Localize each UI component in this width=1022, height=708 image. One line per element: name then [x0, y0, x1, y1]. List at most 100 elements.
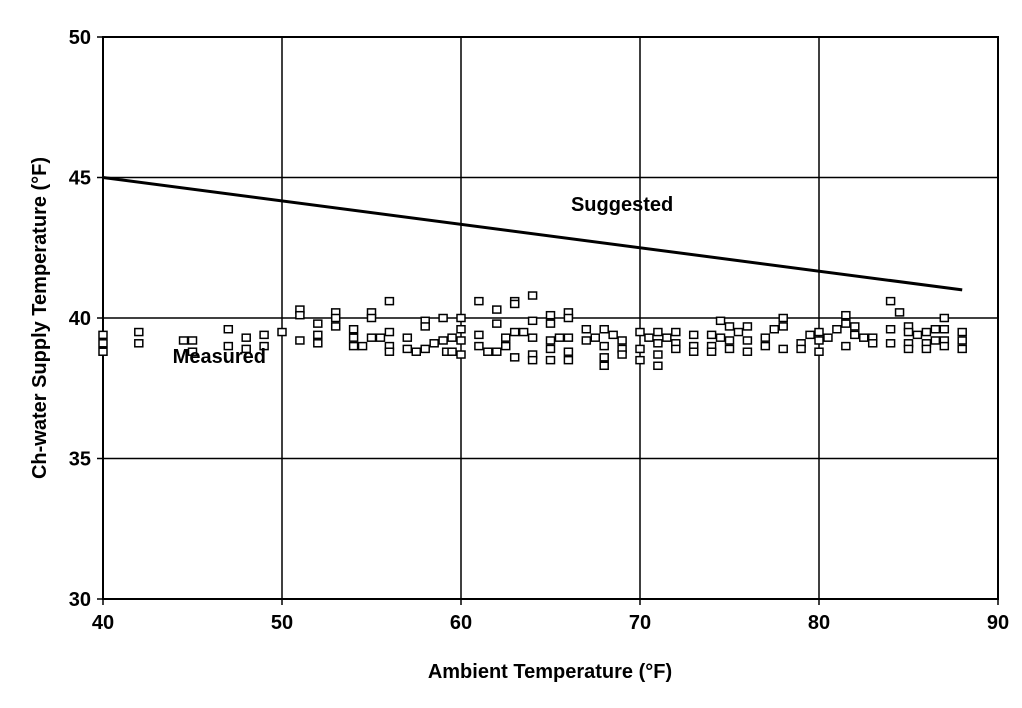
measured-point [715, 316, 726, 326]
measured-point [563, 355, 574, 365]
measured-point [733, 327, 744, 337]
measured-point [823, 333, 833, 342]
measured-scatter-series [98, 291, 967, 371]
measured-point [957, 327, 967, 337]
measured-point [545, 319, 556, 328]
measured-point [653, 327, 663, 337]
measured-point [706, 347, 717, 356]
x-tick-label: 90 [987, 612, 1009, 634]
measured-point [348, 324, 359, 334]
measured-point [492, 305, 502, 314]
measured-point [805, 330, 815, 340]
x-tick-label: 70 [629, 612, 651, 634]
measured-point [903, 344, 914, 354]
measured-point [930, 336, 941, 345]
measured-point [930, 324, 941, 334]
measured-point [259, 330, 269, 340]
measured-point [903, 327, 914, 337]
measured-point [850, 330, 860, 340]
measured-point [313, 339, 323, 348]
measured-point [241, 344, 251, 354]
measured-point [375, 333, 386, 342]
measured-point [474, 341, 484, 351]
measured-point [760, 341, 771, 351]
y-tick-label: 50 [69, 27, 91, 49]
measured-point [653, 350, 663, 359]
measured-point [545, 336, 556, 345]
measured-point [483, 347, 493, 356]
measured-point [724, 322, 735, 331]
measured-point [447, 347, 457, 356]
measured-point [957, 344, 967, 354]
annotation-label: Suggested [571, 194, 673, 216]
measured-point [796, 344, 806, 354]
measured-point [617, 350, 627, 359]
measured-point [277, 327, 287, 337]
measured-point [599, 324, 609, 334]
y-tick-label: 45 [69, 168, 91, 190]
measured-point [492, 347, 502, 356]
measured-point [545, 344, 556, 354]
measured-point [742, 336, 753, 345]
measured-point [98, 330, 108, 340]
measured-point [501, 333, 511, 342]
x-axis-title: Ambient Temperature (°F) [428, 661, 672, 683]
measured-point [134, 327, 144, 337]
measured-point [295, 336, 305, 345]
measured-point [420, 344, 430, 354]
measured-point [241, 333, 251, 342]
measured-point [635, 327, 645, 337]
measured-point [778, 313, 788, 323]
measured-point [330, 322, 341, 331]
suggested-line [102, 176, 963, 292]
measured-point [187, 347, 198, 356]
measured-point [778, 344, 788, 354]
y-tick-label: 35 [69, 449, 91, 471]
measured-point [527, 316, 538, 326]
measured-point [581, 324, 592, 334]
x-tick-label: 50 [271, 612, 293, 634]
measured-point [599, 353, 609, 362]
measured-point [223, 324, 234, 334]
measured-point [429, 339, 439, 348]
measured-point [769, 324, 779, 334]
measured-point [608, 330, 618, 340]
measured-point [366, 333, 377, 342]
measured-point [366, 313, 377, 323]
measured-point [894, 308, 905, 317]
measured-point [330, 313, 341, 323]
x-tick-labels: 40 50 60 70 80 90 [92, 599, 1009, 634]
y-tick-labels: 30 35 40 45 50 [69, 27, 103, 611]
y-tick-label: 40 [69, 308, 91, 330]
measured-point [178, 336, 189, 345]
measured-point [527, 291, 538, 300]
measured-point [859, 333, 869, 342]
measured-point [841, 310, 851, 320]
measured-point [456, 336, 466, 345]
measured-point [509, 299, 520, 309]
measured-point [885, 339, 896, 348]
measured-point [635, 355, 645, 365]
measured-point [742, 347, 753, 356]
measured-point [760, 333, 771, 342]
measured-point [617, 336, 627, 345]
measured-point [509, 327, 520, 337]
measured-point [563, 333, 574, 342]
y-axis-title: Ch-water Supply Temperature (°F) [29, 157, 51, 479]
measured-point [411, 347, 421, 356]
measured-point [814, 336, 824, 345]
measured-point [814, 347, 824, 356]
measured-point [492, 319, 502, 328]
x-tick-label: 80 [808, 612, 830, 634]
measured-point [313, 330, 323, 340]
measured-point [832, 324, 842, 334]
measured-point [545, 355, 556, 365]
measured-point [438, 313, 448, 323]
measured-point [527, 333, 538, 342]
measured-point [653, 361, 663, 371]
measured-point [688, 347, 699, 356]
measured-point [939, 324, 950, 334]
measured-point [841, 319, 851, 328]
measured-point [939, 313, 950, 323]
measured-point [384, 327, 395, 337]
